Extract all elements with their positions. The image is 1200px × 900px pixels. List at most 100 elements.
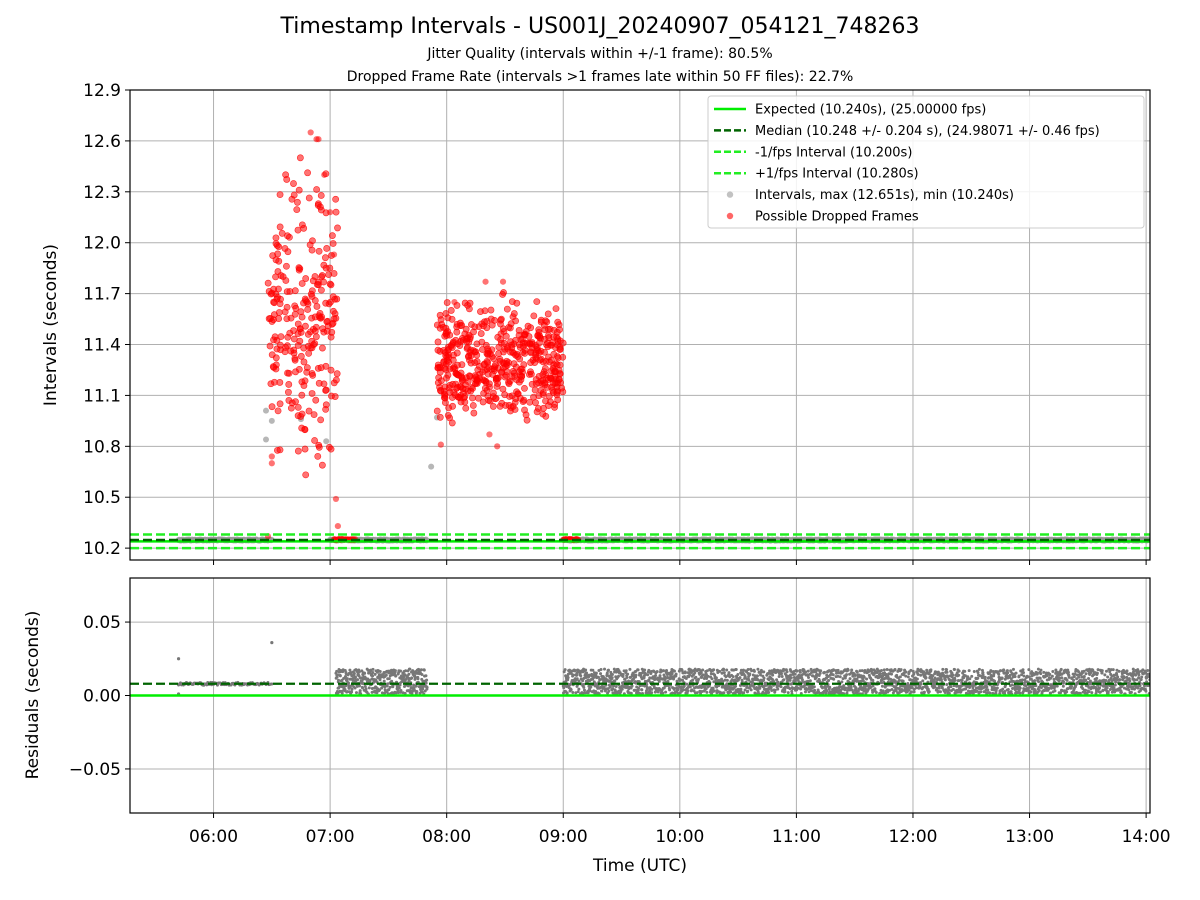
dropped-frame-point	[461, 299, 469, 307]
residual-point	[1108, 688, 1112, 692]
residual-point	[701, 668, 705, 672]
residual-point	[599, 672, 603, 676]
residual-point	[1020, 673, 1024, 677]
residual-point	[945, 682, 949, 686]
residual-point	[711, 686, 715, 690]
dropped-frame-point	[291, 356, 299, 364]
residual-point	[1003, 689, 1007, 693]
residual-point	[705, 669, 709, 673]
residual-point	[397, 686, 401, 690]
dropped-frame-point	[542, 412, 550, 420]
dropped-frame-point	[273, 345, 281, 353]
residual-point	[788, 678, 792, 682]
residual-point	[694, 675, 698, 679]
dropped-frame-point	[488, 321, 496, 329]
residual-point	[782, 667, 786, 671]
residual-point	[922, 670, 926, 674]
residual-point	[640, 688, 644, 692]
dropped-frame-point	[315, 247, 323, 255]
residual-point	[600, 689, 604, 693]
residual-point	[967, 669, 971, 673]
residual-point	[1116, 675, 1120, 679]
residual-point	[1081, 686, 1085, 690]
chart-title: Timestamp Intervals - US001J_20240907_05…	[280, 14, 920, 39]
residual-point	[971, 691, 975, 695]
dropped-frame-point	[537, 334, 544, 342]
residual-point	[577, 687, 581, 691]
residual-point	[603, 667, 607, 671]
dropped-frame-point	[545, 353, 552, 361]
residual-point	[846, 668, 850, 672]
dropped-frame-point	[291, 310, 299, 318]
residual-point	[800, 678, 804, 682]
residual-point	[957, 669, 961, 673]
residual-point	[722, 671, 726, 675]
residual-point	[824, 691, 828, 695]
residual-point	[789, 673, 793, 677]
residual-point	[904, 674, 908, 678]
dropped-frame-point	[433, 407, 441, 415]
residual-point	[412, 683, 416, 687]
residual-point	[968, 686, 972, 690]
residual-point	[873, 687, 877, 691]
residual-point	[336, 673, 340, 677]
residual-point	[658, 674, 662, 678]
dropped-frame-point	[474, 377, 482, 385]
residual-point	[912, 671, 916, 675]
residual-point	[655, 687, 659, 691]
residual-point	[1078, 691, 1082, 695]
dropped-frame-point	[516, 355, 524, 363]
dropped-frame-point	[268, 351, 276, 359]
residual-point	[854, 686, 858, 690]
residual-point	[402, 675, 406, 679]
residual-point	[861, 679, 865, 683]
residual-point	[695, 691, 699, 695]
residual-point	[853, 673, 857, 677]
residual-point	[270, 641, 274, 645]
residual-point	[987, 680, 991, 684]
residual-point	[636, 668, 640, 672]
residual-point	[351, 678, 355, 682]
residual-point	[373, 672, 377, 676]
residual-point	[680, 668, 684, 672]
dropped-frame-point	[276, 191, 284, 199]
residual-point	[1037, 680, 1041, 684]
intervals-panel: 10.210.510.811.111.411.712.012.312.612.9…	[41, 81, 1151, 565]
residual-point	[422, 668, 426, 672]
residual-point	[963, 674, 967, 678]
residual-point	[933, 676, 937, 680]
residual-point	[897, 678, 901, 682]
dropped-frame-point	[270, 316, 277, 324]
residual-point	[367, 686, 371, 690]
residual-point	[746, 667, 750, 671]
residual-point	[844, 686, 848, 690]
residual-point	[1052, 677, 1056, 681]
dropped-frame-point	[310, 411, 318, 418]
dropped-frame-point	[322, 254, 329, 262]
residual-point	[1073, 672, 1077, 676]
residual-point	[1061, 684, 1065, 688]
residual-point	[799, 691, 803, 695]
dropped-frame-point	[271, 333, 279, 341]
residual-point	[981, 671, 985, 675]
residual-point	[348, 685, 352, 689]
residual-point	[718, 669, 722, 673]
residual-point	[378, 678, 382, 682]
residual-point	[855, 670, 859, 674]
residuals-panel: 06:00 07:00 08:00 09:00 10:00 11:00 12:00 13:00…	[23, 577, 1171, 876]
dropped-frame-point	[551, 403, 558, 411]
residual-point	[403, 673, 407, 677]
residual-point	[1014, 671, 1018, 675]
residual-point	[865, 677, 869, 681]
dropped-frame-point	[331, 310, 339, 318]
dropped-frame-point	[322, 387, 330, 394]
dropped-frame-point	[544, 310, 552, 318]
residual-point	[947, 685, 951, 689]
residual-point	[1118, 678, 1122, 682]
residual-point	[1059, 667, 1063, 671]
residual-point	[779, 685, 783, 689]
residual-point	[1000, 676, 1004, 680]
residual-point	[625, 675, 629, 679]
residual-point	[785, 670, 789, 674]
residual-point	[748, 672, 752, 676]
